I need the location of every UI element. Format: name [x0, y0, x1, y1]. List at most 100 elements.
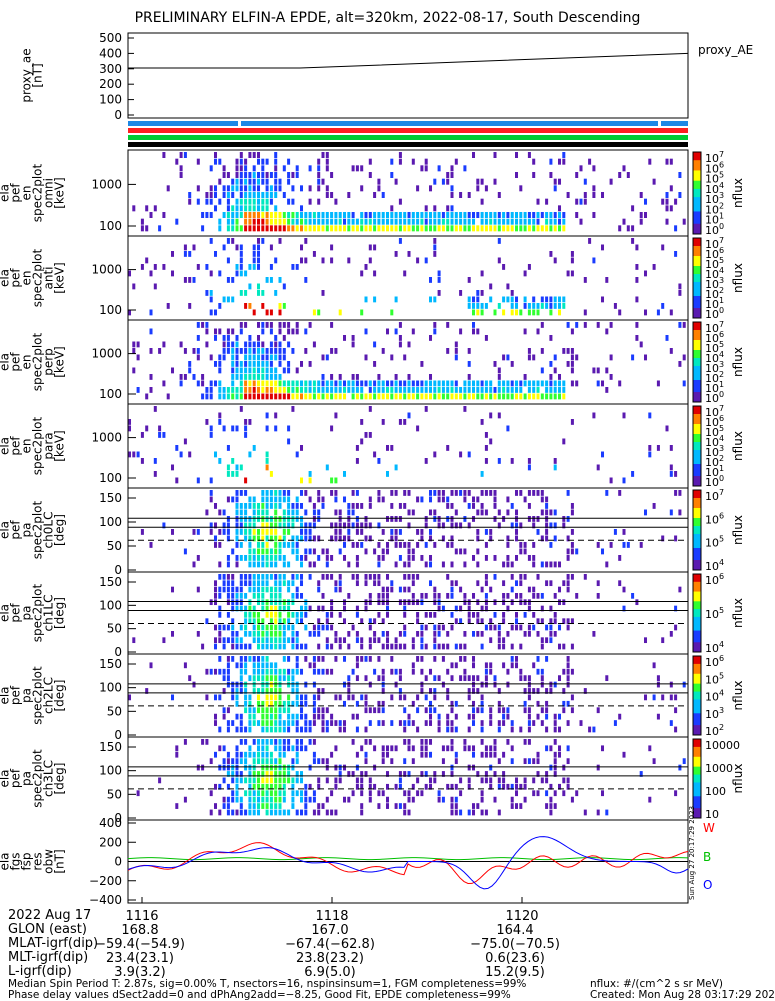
spectrogram-cell — [429, 529, 433, 535]
spectrogram-cell — [218, 612, 222, 618]
spectrogram-cell — [312, 251, 316, 257]
spectrogram-cell — [394, 542, 398, 548]
spectrogram-cell — [480, 490, 484, 496]
spectrogram-cell — [601, 451, 605, 458]
spectrogram-cell — [244, 726, 248, 733]
colorbar-seg — [693, 752, 701, 756]
spectrogram-cell — [386, 631, 390, 637]
spectrogram-cell — [424, 783, 428, 790]
spectrogram-cell — [424, 707, 428, 714]
spectrogram-cell — [678, 322, 682, 328]
spectrogram-cell — [261, 205, 265, 212]
spectrogram-cell — [484, 387, 488, 393]
spectrogram-cell — [459, 522, 463, 529]
spectrogram-cell — [347, 387, 351, 393]
colorbar-tick: 100 — [705, 785, 726, 798]
spectrogram-cell — [282, 529, 286, 535]
spectrogram-cell — [261, 783, 265, 790]
spectrogram-cell — [652, 264, 656, 270]
spectrogram-cell — [235, 694, 239, 701]
spectrogram-cell — [437, 270, 441, 277]
spectrogram-cell — [403, 631, 407, 637]
spectrogram-cell — [480, 380, 484, 387]
colorbar-seg — [693, 348, 701, 351]
spectrogram-cell — [355, 751, 359, 758]
spectrogram-cell — [519, 624, 523, 631]
proxy-ae-legend: proxy_AE — [698, 43, 753, 57]
spectrogram-cell — [424, 165, 428, 172]
spectrogram-cell — [312, 707, 316, 714]
spectrogram-cell — [257, 662, 261, 669]
spectrogram-cell — [343, 618, 347, 625]
spectrogram-cell — [252, 739, 256, 745]
spectrogram-cell — [472, 296, 476, 303]
spectrogram-cell — [484, 771, 488, 777]
spectrogram-cell — [407, 374, 411, 380]
spectrogram-cell — [558, 713, 562, 720]
spectrogram-4-ylabel: spec2plot — [31, 416, 45, 475]
spectrogram-cell — [235, 225, 239, 232]
spectrogram-cell — [269, 185, 273, 192]
spectrogram-cell — [558, 374, 562, 380]
colorbar-frame — [692, 489, 702, 571]
spectrogram-cell — [446, 688, 450, 694]
spectrogram-cell — [282, 580, 286, 587]
spectrogram-cell — [562, 438, 566, 445]
spectrogram-cell — [622, 477, 626, 484]
spectrogram-cell — [308, 198, 312, 205]
spectrogram-cell — [549, 309, 553, 316]
spectrogram-cell — [218, 419, 222, 425]
spectrogram-cell — [403, 809, 407, 816]
spectrogram-cell — [592, 367, 596, 374]
spectrogram-cell — [269, 393, 273, 400]
spectrogram-cell — [364, 739, 368, 745]
spectrogram-cell — [416, 694, 420, 701]
spectrogram-cell — [252, 764, 256, 771]
spectrogram-cell — [239, 599, 243, 606]
colorbar-seg — [693, 386, 701, 389]
colorbar-seg — [693, 597, 701, 600]
spectrogram-cell — [467, 361, 471, 367]
spectrogram-cell — [347, 380, 351, 387]
footer-line2: Phase delay values dSect2add=0 and dPhAn… — [8, 989, 511, 1001]
colorbar-seg — [693, 256, 701, 259]
colorbar-seg — [693, 162, 701, 165]
colorbar-seg — [693, 182, 701, 186]
spectrogram-cell — [403, 605, 407, 612]
spectrogram-cell — [472, 751, 476, 758]
spectrogram-cell — [325, 165, 329, 172]
spectrogram-cell — [282, 516, 286, 522]
spectrogram-cell — [269, 758, 273, 765]
spectrogram-cell — [575, 172, 579, 178]
spectrogram-cell — [360, 656, 364, 662]
spectrogram-cell — [244, 631, 248, 637]
spectrogram-cell — [368, 739, 372, 745]
fgs-ylabel: res — [31, 852, 45, 870]
spectrogram-cell — [347, 631, 351, 637]
pa-tick: 150 — [99, 740, 122, 754]
spectrogram-cell — [364, 675, 368, 682]
spectrogram-cell — [463, 599, 467, 606]
spectrogram-cell — [377, 374, 381, 380]
spectrogram-cell — [377, 803, 381, 809]
spectrogram-cell — [317, 172, 321, 178]
spectrogram-cell — [330, 192, 334, 198]
spectrogram-cell — [287, 503, 291, 509]
spectrogram-cell — [682, 322, 686, 328]
spectrogram-cell — [631, 205, 635, 212]
spectrogram-cell — [218, 656, 222, 662]
spectrogram-cell — [489, 745, 493, 752]
spectrogram-cell — [355, 631, 359, 637]
colorbar-seg — [693, 689, 701, 693]
spectrogram-cell — [416, 387, 420, 393]
spectrogram-cell — [330, 374, 334, 380]
spectrogram-cell — [669, 681, 673, 688]
colorbar-seg — [693, 428, 701, 431]
colorbar-seg — [693, 762, 701, 766]
spectrogram-cell — [429, 580, 433, 587]
spectrogram-cell — [403, 612, 407, 618]
spectrogram-cell — [239, 668, 243, 675]
spectrogram-cell — [437, 165, 441, 172]
spectrogram-cell — [300, 380, 304, 387]
pa-tick: 100 — [99, 681, 122, 695]
